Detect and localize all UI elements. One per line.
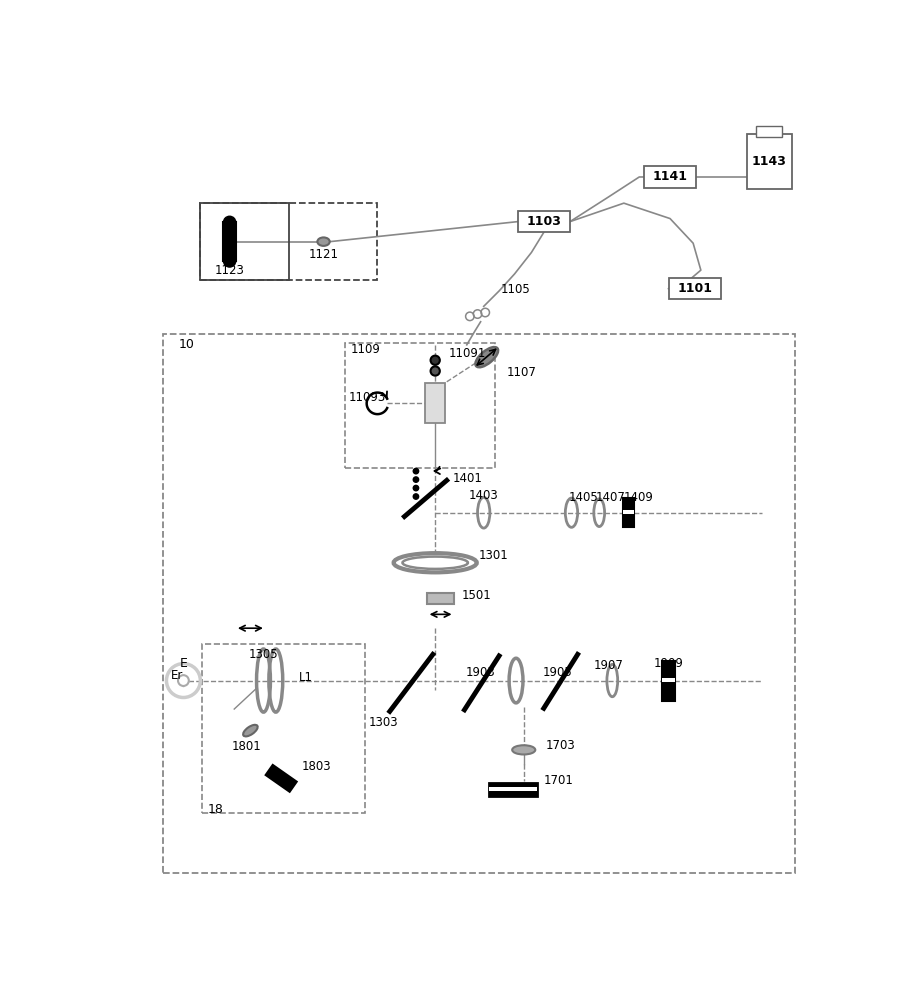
- Text: 11093: 11093: [348, 391, 385, 404]
- Text: 18: 18: [208, 803, 224, 816]
- Circle shape: [178, 675, 189, 686]
- Text: 1703: 1703: [545, 739, 575, 752]
- Bar: [662, 661, 675, 701]
- Bar: [200, 203, 289, 280]
- Circle shape: [223, 255, 236, 267]
- Circle shape: [223, 216, 236, 229]
- Bar: [426, 593, 454, 604]
- Text: 1301: 1301: [479, 549, 509, 562]
- Bar: [266, 765, 297, 792]
- Text: 1109: 1109: [350, 343, 380, 356]
- Bar: [200, 203, 377, 280]
- Text: 1907: 1907: [593, 659, 623, 672]
- Circle shape: [431, 356, 440, 365]
- Text: 1143: 1143: [752, 155, 786, 168]
- Text: 1403: 1403: [469, 489, 499, 502]
- Text: 1501: 1501: [463, 589, 492, 602]
- Ellipse shape: [475, 347, 498, 367]
- Text: 1107: 1107: [507, 366, 537, 379]
- Bar: [163, 334, 795, 873]
- Text: Er: Er: [171, 669, 183, 682]
- Ellipse shape: [243, 725, 258, 736]
- Bar: [756, 126, 783, 137]
- Text: 1905: 1905: [543, 666, 572, 679]
- Bar: [623, 510, 634, 514]
- Ellipse shape: [403, 557, 468, 569]
- Bar: [668, 278, 721, 299]
- Text: 1101: 1101: [678, 282, 712, 295]
- Text: L1: L1: [299, 671, 313, 684]
- Text: 1123: 1123: [215, 264, 245, 277]
- Bar: [425, 383, 445, 423]
- Circle shape: [414, 485, 419, 491]
- Text: 1303: 1303: [369, 716, 398, 729]
- Bar: [662, 678, 675, 682]
- Ellipse shape: [317, 237, 330, 246]
- Text: 1121: 1121: [308, 248, 338, 261]
- Text: 1105: 1105: [501, 283, 531, 296]
- Bar: [223, 222, 236, 261]
- Text: E: E: [180, 657, 188, 670]
- Text: 1801: 1801: [231, 740, 261, 753]
- Text: 1409: 1409: [624, 491, 654, 504]
- Circle shape: [414, 468, 419, 474]
- Bar: [345, 343, 495, 468]
- Text: 1103: 1103: [526, 215, 561, 228]
- Text: 1909: 1909: [654, 657, 684, 670]
- Bar: [518, 211, 570, 232]
- Circle shape: [431, 366, 440, 376]
- Text: 1701: 1701: [544, 774, 573, 787]
- Text: 1803: 1803: [302, 760, 332, 773]
- Bar: [489, 787, 537, 791]
- Circle shape: [414, 477, 419, 482]
- Text: 1141: 1141: [652, 170, 688, 183]
- Text: 10: 10: [179, 338, 195, 351]
- Circle shape: [414, 494, 419, 499]
- Text: 1305: 1305: [249, 648, 278, 661]
- Text: 1405: 1405: [569, 491, 598, 504]
- Text: 1903: 1903: [466, 666, 496, 679]
- Bar: [644, 166, 697, 188]
- Bar: [747, 134, 792, 189]
- Text: 1401: 1401: [453, 472, 483, 485]
- Text: 11091: 11091: [448, 347, 485, 360]
- Text: 1407: 1407: [596, 491, 626, 504]
- Bar: [489, 783, 537, 796]
- Ellipse shape: [512, 745, 535, 754]
- Bar: [202, 644, 366, 813]
- Bar: [623, 498, 634, 527]
